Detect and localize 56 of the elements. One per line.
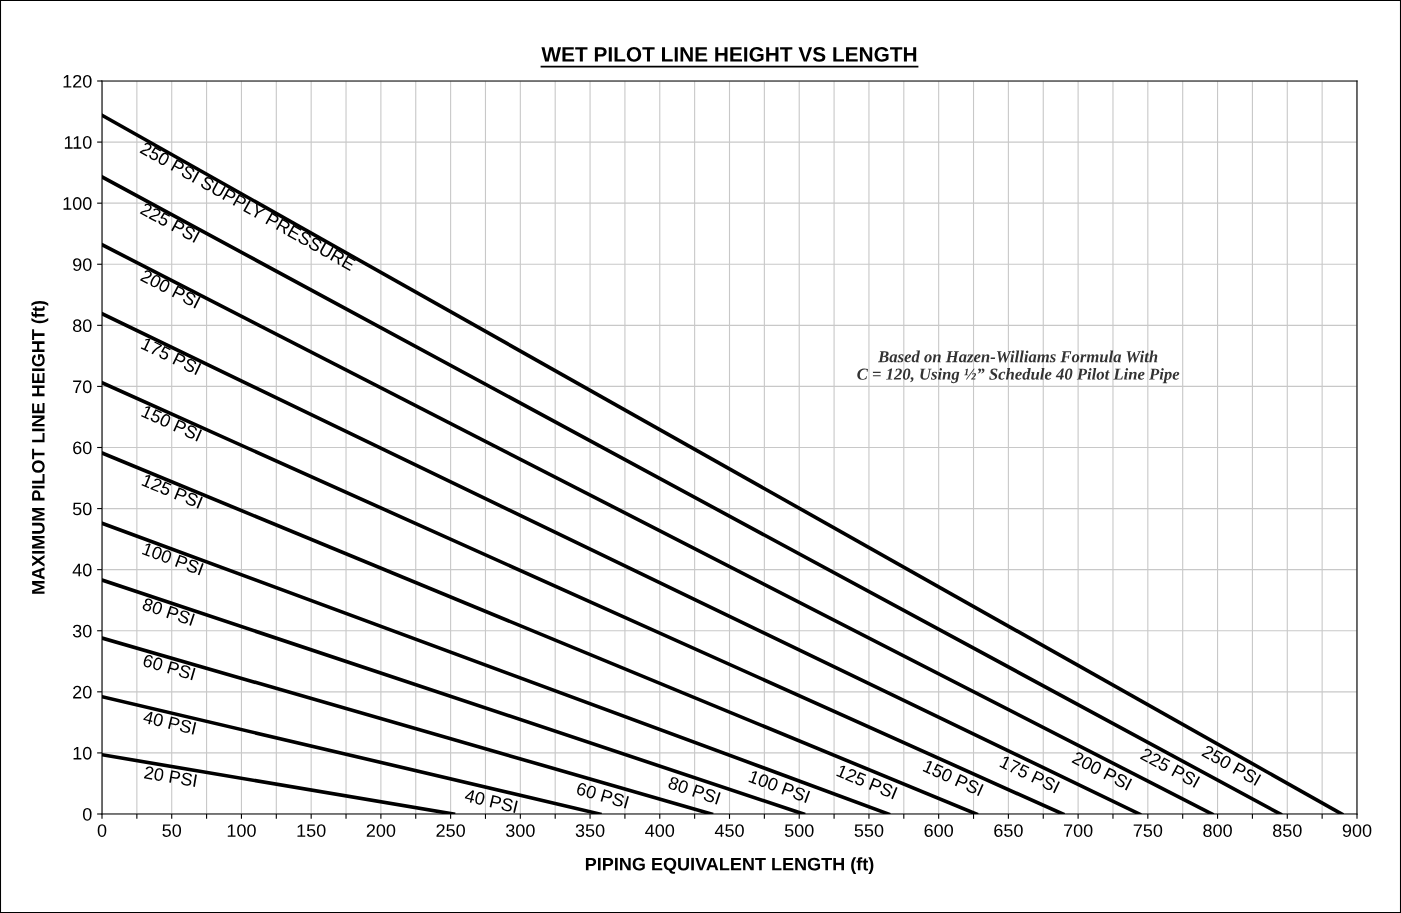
text: 125 PSI bbox=[141, 473, 203, 509]
text: 20 PSI bbox=[143, 765, 197, 788]
annotation: 200 PSI bbox=[1071, 751, 1133, 791]
x-axis-title: PIPING EQUIVALENT LENGTH (ft) bbox=[585, 857, 874, 875]
x-tick-label: 350 bbox=[575, 824, 605, 837]
y-tick-label: 60 bbox=[73, 441, 92, 455]
y-tick-label: 0 bbox=[82, 807, 92, 821]
annotation: 100 PSI bbox=[748, 769, 811, 804]
x-tick-label: 400 bbox=[645, 824, 675, 837]
annotation: Based on Hazen-Williams Formula With C = 120, Using ½” Schedule 40 Pilot Line Pipe bbox=[857, 350, 1180, 384]
annotation: 225 PSI bbox=[1139, 747, 1201, 789]
text: 150 PSI bbox=[141, 404, 203, 442]
x-tick-label: 100 bbox=[227, 824, 256, 837]
x-tick-label: 0 bbox=[97, 824, 107, 837]
y-tick-label: 20 bbox=[73, 685, 92, 699]
chart-title: WET PILOT LINE HEIGHT VS LENGTH bbox=[541, 47, 917, 62]
x-tick-label: 850 bbox=[1273, 824, 1302, 837]
y-tick-label: 70 bbox=[73, 380, 92, 394]
x-tick-label: 800 bbox=[1203, 824, 1232, 837]
x-tick-label: 700 bbox=[1063, 824, 1093, 837]
y-axis-title: MAXIMUM PILOT LINE HEIGHT (ft) bbox=[31, 300, 49, 594]
text: 175 PSI bbox=[140, 337, 202, 376]
text: 80 PSI bbox=[141, 597, 195, 626]
text: 40 PSI bbox=[142, 710, 197, 735]
text: 225 PSI bbox=[139, 202, 201, 243]
x-tick-label: 500 bbox=[784, 824, 814, 837]
x-tick-label: 750 bbox=[1133, 824, 1163, 837]
annotation: 125 PSI bbox=[836, 764, 898, 800]
annotation: 175 PSI bbox=[999, 755, 1061, 794]
y-tick-label: 80 bbox=[72, 319, 92, 333]
x-tick-label: 150 bbox=[297, 824, 326, 837]
x-tick-label: 50 bbox=[162, 824, 182, 837]
x-tick-label: 600 bbox=[924, 824, 954, 837]
text: 60 PSI bbox=[142, 653, 196, 681]
y-tick-label: 30 bbox=[72, 624, 92, 638]
y-tick-label: 10 bbox=[73, 746, 92, 760]
x-tick-label: 550 bbox=[854, 824, 884, 837]
y-tick-label: 110 bbox=[64, 136, 92, 149]
annotation: 60 PSI bbox=[575, 781, 629, 809]
x-tick-label: 300 bbox=[505, 824, 535, 837]
x-tick-label: 900 bbox=[1342, 824, 1372, 837]
y-tick-label: 100 bbox=[63, 197, 92, 210]
text: 200 PSI bbox=[139, 269, 201, 309]
y-tick-label: 120 bbox=[63, 74, 92, 88]
annotation: 40 PSI bbox=[464, 788, 518, 814]
annotation: 250 PSI bbox=[1201, 744, 1262, 786]
annotation: 80 PSI bbox=[667, 776, 721, 805]
y-tick-label: 50 bbox=[72, 502, 92, 516]
y-tick-label: 40 bbox=[72, 563, 92, 577]
y-tick-label: 90 bbox=[73, 258, 92, 271]
annotation: 150 PSI bbox=[922, 759, 984, 797]
x-tick-label: 250 bbox=[436, 824, 465, 837]
x-tick-label: 450 bbox=[714, 824, 744, 837]
text: 100 PSI bbox=[141, 542, 204, 576]
x-tick-label: 200 bbox=[366, 824, 396, 837]
x-tick-label: 650 bbox=[994, 824, 1023, 837]
